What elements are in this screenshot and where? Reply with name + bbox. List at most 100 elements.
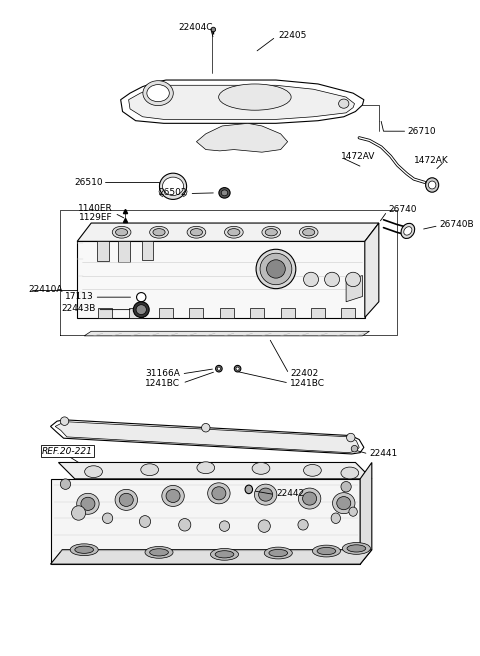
- Ellipse shape: [303, 272, 319, 287]
- Ellipse shape: [331, 513, 340, 523]
- Text: 1140ER: 1140ER: [77, 204, 112, 213]
- Ellipse shape: [401, 223, 415, 239]
- Ellipse shape: [119, 493, 133, 506]
- Polygon shape: [98, 308, 112, 318]
- Polygon shape: [281, 308, 295, 318]
- Ellipse shape: [219, 84, 291, 110]
- Ellipse shape: [303, 464, 321, 476]
- Ellipse shape: [217, 367, 220, 370]
- Text: 26740B: 26740B: [440, 220, 474, 229]
- Ellipse shape: [159, 173, 187, 199]
- Polygon shape: [119, 241, 130, 262]
- Polygon shape: [311, 308, 325, 318]
- Ellipse shape: [245, 485, 252, 493]
- Polygon shape: [190, 308, 204, 318]
- Ellipse shape: [143, 81, 173, 106]
- Ellipse shape: [338, 99, 349, 108]
- Text: 1472AV: 1472AV: [341, 152, 376, 161]
- Ellipse shape: [269, 550, 288, 556]
- Ellipse shape: [404, 227, 412, 235]
- Ellipse shape: [265, 228, 277, 236]
- Ellipse shape: [312, 545, 340, 557]
- Polygon shape: [129, 308, 143, 318]
- Ellipse shape: [77, 493, 99, 514]
- Ellipse shape: [298, 520, 308, 530]
- Ellipse shape: [147, 85, 169, 102]
- Ellipse shape: [347, 433, 355, 442]
- Ellipse shape: [145, 546, 173, 558]
- Ellipse shape: [84, 466, 102, 478]
- Polygon shape: [50, 420, 364, 454]
- Ellipse shape: [197, 462, 215, 474]
- Polygon shape: [77, 241, 365, 318]
- Ellipse shape: [341, 482, 351, 492]
- Polygon shape: [346, 276, 362, 302]
- Text: 17113: 17113: [65, 292, 94, 301]
- Ellipse shape: [219, 188, 230, 198]
- Ellipse shape: [349, 507, 357, 516]
- Ellipse shape: [153, 228, 165, 236]
- Ellipse shape: [219, 521, 229, 531]
- Ellipse shape: [75, 546, 94, 554]
- Ellipse shape: [115, 489, 137, 510]
- Polygon shape: [50, 550, 372, 564]
- Polygon shape: [129, 85, 355, 119]
- Ellipse shape: [212, 487, 226, 500]
- Polygon shape: [196, 123, 288, 152]
- Ellipse shape: [187, 226, 206, 238]
- Ellipse shape: [166, 489, 180, 502]
- Ellipse shape: [162, 485, 184, 506]
- Ellipse shape: [225, 226, 243, 238]
- Polygon shape: [142, 241, 153, 260]
- Text: 22404C: 22404C: [178, 23, 213, 32]
- Ellipse shape: [150, 226, 168, 238]
- Ellipse shape: [299, 488, 321, 509]
- Polygon shape: [159, 308, 173, 318]
- Text: 1472AK: 1472AK: [414, 155, 449, 165]
- Ellipse shape: [139, 516, 151, 527]
- Ellipse shape: [137, 293, 146, 302]
- Ellipse shape: [259, 488, 273, 501]
- Ellipse shape: [264, 547, 292, 559]
- Ellipse shape: [266, 260, 285, 278]
- Ellipse shape: [234, 365, 241, 372]
- Text: 1241BC: 1241BC: [290, 379, 325, 388]
- Polygon shape: [97, 241, 108, 261]
- Ellipse shape: [429, 181, 436, 189]
- Ellipse shape: [136, 304, 146, 315]
- Polygon shape: [55, 422, 359, 453]
- Ellipse shape: [221, 190, 228, 195]
- Ellipse shape: [210, 548, 239, 560]
- Polygon shape: [250, 308, 264, 318]
- Ellipse shape: [191, 228, 203, 236]
- Ellipse shape: [317, 547, 336, 555]
- Ellipse shape: [112, 226, 131, 238]
- Text: 26502: 26502: [158, 188, 187, 197]
- Text: 22410A: 22410A: [28, 285, 62, 295]
- Ellipse shape: [133, 302, 149, 318]
- Polygon shape: [220, 308, 234, 318]
- Ellipse shape: [179, 518, 191, 531]
- Text: 22442: 22442: [276, 489, 304, 498]
- Text: 22441: 22441: [370, 449, 398, 459]
- Polygon shape: [120, 80, 364, 123]
- Ellipse shape: [341, 467, 359, 479]
- Polygon shape: [77, 223, 379, 241]
- Ellipse shape: [216, 365, 222, 372]
- Text: 22402: 22402: [290, 369, 318, 379]
- Ellipse shape: [333, 493, 355, 514]
- Ellipse shape: [258, 520, 270, 533]
- Ellipse shape: [302, 492, 317, 505]
- Ellipse shape: [211, 27, 216, 31]
- Polygon shape: [360, 462, 372, 564]
- Ellipse shape: [256, 249, 296, 289]
- Ellipse shape: [60, 479, 71, 489]
- Text: 26740: 26740: [388, 205, 417, 215]
- Ellipse shape: [81, 497, 95, 510]
- Text: 22405: 22405: [278, 31, 307, 40]
- Polygon shape: [341, 308, 356, 318]
- Text: REF.20-221: REF.20-221: [42, 447, 93, 456]
- Polygon shape: [84, 331, 370, 336]
- Ellipse shape: [208, 483, 230, 504]
- Ellipse shape: [351, 445, 358, 452]
